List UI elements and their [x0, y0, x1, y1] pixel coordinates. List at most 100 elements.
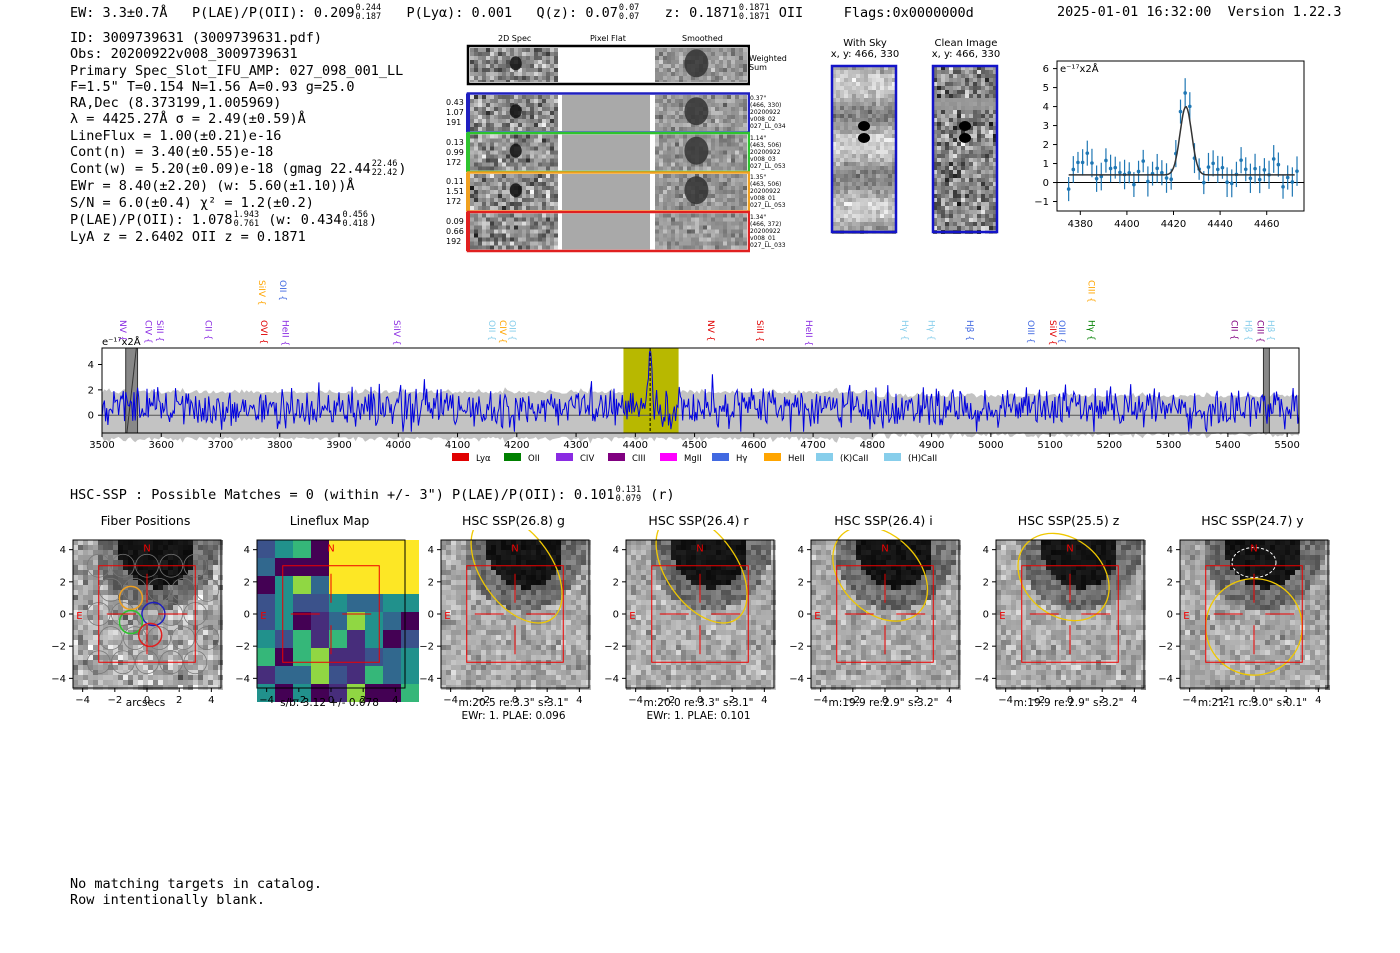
aperture-box: [651, 565, 749, 663]
fiber-stat: 172: [446, 197, 462, 206]
zoom-point: [1141, 159, 1146, 163]
hsc-panel: HSC SSP(24.7) y N E 4 2 0 −2 −4 −4 −2 0 2 4 m:21.1 rc…: [1155, 510, 1350, 725]
north-label: N: [881, 543, 888, 554]
zoom-ytick-label: 0: [1043, 178, 1049, 189]
full-xtick-label: 5400: [1215, 440, 1240, 451]
cutout-ytick-label: 4: [244, 545, 250, 556]
full-ytick-label: 2: [88, 385, 94, 396]
cutout-xtick-label: 0: [697, 695, 703, 706]
zoom-point: [1071, 167, 1076, 172]
cutout-xtick-label: 0: [328, 695, 334, 706]
cutout-ytick-label: 0: [428, 610, 434, 621]
zoom-point: [1239, 158, 1243, 162]
zoom-ytick-label: 6: [1043, 64, 1049, 75]
zoom-point: [1206, 165, 1211, 169]
zoom-ytick-label: 4: [1043, 102, 1049, 113]
fiber-info-line: (466, 330): [750, 102, 782, 109]
north-label: N: [1250, 543, 1257, 554]
east-label: E: [999, 611, 1005, 622]
hsc-panel-title: Fiber Positions: [100, 513, 191, 528]
line-id-label: SiIV {: [1047, 320, 1057, 346]
version-label: Version 1.22.3: [1227, 4, 1342, 20]
spec2d-col-label: Smoothed: [682, 34, 723, 43]
header-q: Q(z): 0.07: [536, 5, 618, 21]
cutout-ytick-label: −2: [419, 642, 434, 653]
cutout-xtick-label: −2: [660, 695, 675, 706]
spec2d-cell: [655, 95, 747, 131]
hsc-cutout-image: N E 4 2 0 −2 −4 −4 −2 0 2 4: [789, 530, 961, 706]
cutout-xtick-label: 2: [360, 695, 366, 706]
legend-swatch: [608, 453, 625, 461]
clean-image: [933, 66, 997, 234]
cutout-xtick-label: 4: [761, 695, 767, 706]
fiber-info-line: 027_LL_053: [750, 162, 786, 170]
zoom-point: [1132, 182, 1136, 187]
cutout-xtick-label: −2: [1030, 695, 1045, 706]
cutout-ytick-label: 4: [428, 545, 434, 556]
zoom-point: [1271, 157, 1276, 161]
cutout-xtick-label: −4: [998, 695, 1013, 706]
aperture-box: [98, 565, 196, 663]
info-plae: P(LAE)/P(OII): 1.078 1.943 0.761 (w: 0.434…: [70, 209, 378, 229]
hsc-panel-title: HSC SSP(26.4) r: [648, 513, 749, 528]
zoom-point: [1253, 166, 1257, 171]
with-sky-sub: x, y: 466, 330: [830, 49, 900, 60]
cutout-xtick-label: −4: [259, 695, 274, 706]
zoom-point: [1248, 176, 1253, 181]
spec2d-cell: [470, 134, 558, 171]
cutout-ytick-label: −4: [789, 674, 804, 685]
cutout-ytick-label: 4: [1167, 545, 1173, 556]
header-version: 2025-01-01 16:32:00 Version 1.22.3: [1057, 4, 1342, 20]
line-id-label: OIII {: [1025, 320, 1035, 344]
spec2d-cell: [470, 174, 558, 210]
spec2d-panel: 2D Spec Pixel Flat Smoothed Weighted Sum…: [440, 32, 800, 257]
full-axes-frame: [101, 347, 1300, 434]
cutout-ytick-label: −4: [604, 674, 619, 685]
fiber-stat: 1.51: [446, 187, 464, 196]
legend-swatch: [504, 453, 521, 461]
legend-label: OII: [528, 454, 540, 464]
east-label: E: [814, 611, 820, 622]
zoom-point: [1169, 177, 1173, 182]
hsc-panel: Lineflux Map N E 4 2 0 −2 −4 −4 −2 0 2 4 s/b: 3.12 +/…: [232, 510, 427, 725]
zoom-xtick-label: 4400: [1114, 219, 1139, 230]
fiber-info-line: v008_01: [750, 234, 776, 242]
clean-image-sub: x, y: 466, 330: [931, 49, 1001, 60]
hsc-panel-caption: m:20.0 re:3.3" s:3.1": [643, 697, 754, 709]
source-ellipse: [470, 530, 563, 624]
line-id-label: Hγ {: [926, 320, 936, 341]
hsc-cutout-image: N E 4 2 0 −2 −4 −4 −2 0 2 4: [974, 532, 1146, 706]
cutout-xtick-label: 2: [914, 695, 920, 706]
full-xtick-label: 4200: [504, 440, 529, 451]
fiber-info-line: 027_LL_034: [750, 123, 786, 130]
hsc-panel-caption-2: EWr: 1. PLAE: 0.101: [646, 710, 751, 722]
spec2d-cell: [655, 134, 747, 171]
line-id-label: CIV {: [142, 320, 152, 344]
aperture-box: [466, 565, 564, 663]
line-id-label: SiIV {: [256, 280, 266, 306]
fiber-circle: [98, 626, 123, 651]
east-label: E: [1183, 611, 1189, 622]
line-id-label: HeII {: [280, 320, 290, 346]
spec2d-cell: [562, 95, 650, 131]
cutout-xtick-label: −4: [628, 695, 643, 706]
spec2d-col-label: 2D Spec: [498, 34, 532, 43]
cutout-ytick-label: 4: [983, 545, 989, 556]
full-xtick-label: 3700: [208, 440, 233, 451]
cutout-ytick-label: −4: [974, 674, 989, 685]
full-xtick-label: 5200: [1097, 440, 1122, 451]
zoom-point: [1164, 176, 1169, 180]
cutout-ytick-label: −4: [1158, 674, 1173, 685]
fiber-info-line: 20200922: [750, 109, 781, 116]
source-ellipse: [1017, 532, 1110, 622]
zoom-point: [1211, 161, 1215, 166]
line-id-label: NV {: [117, 320, 127, 341]
spec2d-col-label: Pixel Flat: [590, 34, 626, 43]
hsc-panel-caption: m:19.9 re:2.9" s:3.2": [828, 697, 939, 709]
cutout-ytick-label: 4: [798, 545, 804, 556]
cutout-ytick-label: −2: [604, 642, 619, 653]
cutout-ytick-label: −4: [419, 674, 434, 685]
cutout-xtick-label: 2: [1099, 695, 1105, 706]
hsc-panel-caption: m:19.9 re:2.9" s:3.2": [1013, 697, 1124, 709]
spec2d-cell: [470, 95, 558, 131]
